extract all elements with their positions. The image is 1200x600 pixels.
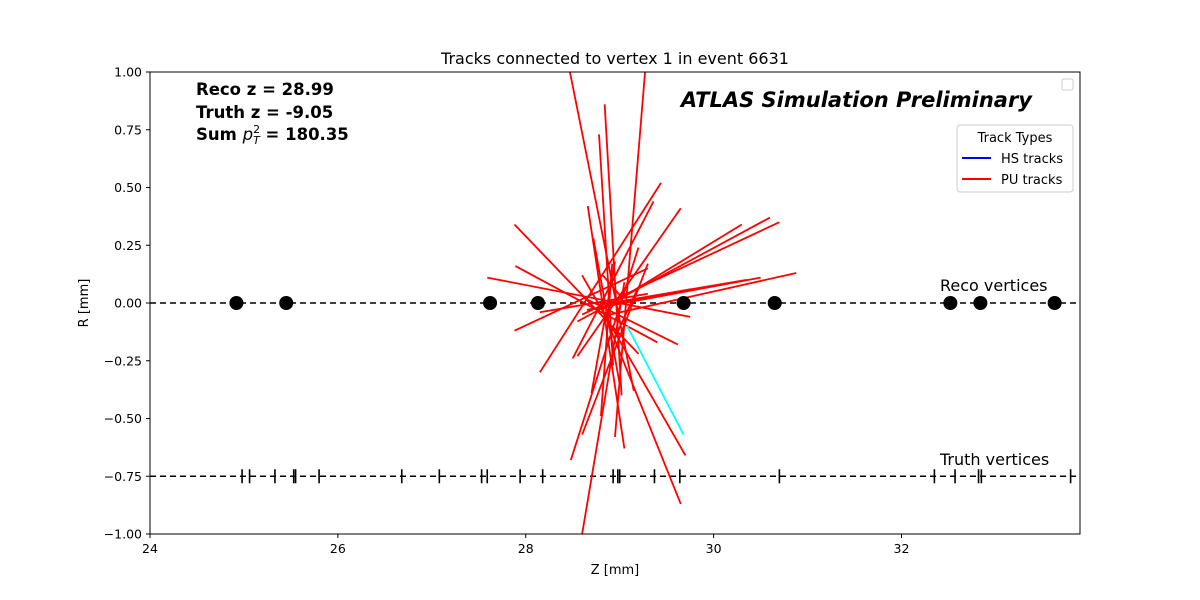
x-axis-label: Z [mm] bbox=[591, 563, 640, 578]
legend-label-pu: PU tracks bbox=[1001, 173, 1063, 188]
reco-vertex-marker bbox=[676, 296, 691, 310]
y-tick-label: 0.50 bbox=[114, 180, 142, 195]
chart-title: Tracks connected to vertex 1 in event 66… bbox=[440, 49, 789, 68]
info-sum-pt2: Sum p2 T = 180.35 bbox=[196, 123, 349, 147]
reco-vertex-marker bbox=[279, 296, 294, 310]
pu-track bbox=[539, 292, 649, 314]
pu-track bbox=[590, 261, 616, 394]
x-tick-label: 30 bbox=[706, 541, 722, 556]
reco-vertex-marker bbox=[1047, 296, 1062, 310]
y-tick-label: 0.75 bbox=[114, 122, 142, 137]
plot-content bbox=[150, 72, 1080, 534]
pu-track bbox=[605, 223, 743, 309]
info-truth-z: Truth z = -9.05 bbox=[196, 103, 333, 122]
pu-track bbox=[576, 216, 771, 323]
legend-frame bbox=[956, 124, 1074, 193]
pu-track bbox=[614, 286, 640, 339]
y-tick-label: 0.00 bbox=[114, 296, 142, 311]
reco-vertex-marker bbox=[229, 296, 244, 310]
pu-track bbox=[602, 274, 624, 299]
pu-track bbox=[603, 104, 623, 396]
legend-title: Track Types bbox=[977, 131, 1053, 146]
reco-vertices-label: Reco vertices bbox=[940, 276, 1048, 295]
legend-label-hs: HS tracks bbox=[1001, 152, 1063, 167]
pu-track bbox=[539, 182, 662, 373]
experiment-label: ATLAS Simulation Preliminary bbox=[679, 88, 1033, 112]
y-tick-label: −1.00 bbox=[104, 527, 142, 542]
pu-track bbox=[586, 205, 626, 449]
pu-track bbox=[601, 309, 682, 505]
reco-vertex-marker bbox=[943, 296, 958, 310]
y-tick-label: −0.50 bbox=[104, 411, 142, 426]
pu-track bbox=[571, 200, 655, 359]
reco-vertex-marker bbox=[483, 296, 498, 310]
pu-track bbox=[610, 272, 797, 316]
x-tick-label: 28 bbox=[518, 541, 534, 556]
x-tick-label: 26 bbox=[330, 541, 346, 556]
y-tick-label: −0.75 bbox=[104, 469, 142, 484]
y-tick-label: −0.25 bbox=[104, 353, 142, 368]
truth-vertices-label: Truth vertices bbox=[939, 450, 1049, 469]
x-tick-label: 32 bbox=[894, 541, 910, 556]
info-reco-z: Reco z = 28.99 bbox=[196, 80, 334, 99]
x-axis: 24 26 28 30 32 bbox=[142, 534, 909, 556]
reco-vertex-marker bbox=[973, 296, 988, 310]
pu-track bbox=[581, 274, 687, 456]
pu-track bbox=[614, 288, 692, 304]
y-tick-label: 1.00 bbox=[114, 65, 142, 80]
x-tick-label: 24 bbox=[142, 541, 158, 556]
y-axis: −1.00 −0.75 −0.50 −0.25 0.00 0.25 0.50 0.75 1.00 bbox=[104, 65, 150, 542]
reco-vertex-marker bbox=[767, 296, 782, 310]
hs-track bbox=[626, 325, 685, 436]
y-tick-label: 0.25 bbox=[114, 238, 142, 253]
pu-track bbox=[581, 282, 626, 534]
empty-legend-box bbox=[1061, 78, 1074, 91]
pu-track bbox=[576, 207, 682, 357]
y-axis-label: R [mm] bbox=[77, 279, 92, 328]
reco-vertex-marker bbox=[530, 296, 545, 310]
pu-track bbox=[514, 267, 649, 332]
pu-track bbox=[586, 276, 761, 311]
legend: Track Types HS tracks PU tracks bbox=[956, 124, 1074, 193]
